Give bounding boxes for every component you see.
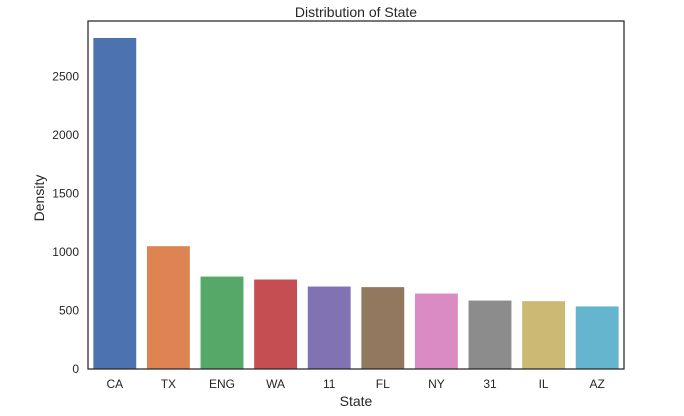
plot-area: CA TX ENG WA 11 FL NY 31 IL AZ 0 500 1000 1500 2000 250… (52, 20, 625, 391)
bar-ca (93, 37, 137, 370)
bar-31 (468, 300, 512, 369)
x-tick-label: IL (539, 377, 549, 391)
x-tick-label: FL (376, 377, 390, 391)
x-tick-label: TX (161, 377, 176, 391)
x-tick-label: CA (106, 377, 123, 391)
y-tick-label: 1500 (52, 187, 79, 201)
bar-wa (254, 279, 298, 369)
bar-fl (361, 287, 405, 369)
y-tick-label: 2500 (52, 70, 79, 84)
x-tick-label: 31 (483, 377, 497, 391)
x-axis-label: State (340, 393, 373, 409)
plot-frame (87, 20, 625, 370)
bar-il (522, 301, 566, 369)
x-tick-label: ENG (209, 377, 235, 391)
x-tick-label: NY (428, 377, 445, 391)
y-tick-label: 1000 (52, 245, 79, 259)
y-tick-label: 0 (72, 362, 79, 376)
x-tick-label: 11 (323, 377, 336, 391)
bar-az (575, 306, 619, 369)
y-tick-label: 2000 (52, 128, 79, 142)
x-tick-label: WA (266, 377, 285, 391)
y-axis-label: Density (31, 175, 47, 222)
bar-11 (307, 286, 351, 369)
y-tick-label: 500 (59, 304, 79, 318)
x-tick-label: AZ (590, 377, 605, 391)
bar-tx (146, 246, 190, 369)
chart-title: Distribution of State (295, 4, 417, 20)
bar-eng (200, 276, 244, 369)
bar-ny (414, 293, 458, 369)
